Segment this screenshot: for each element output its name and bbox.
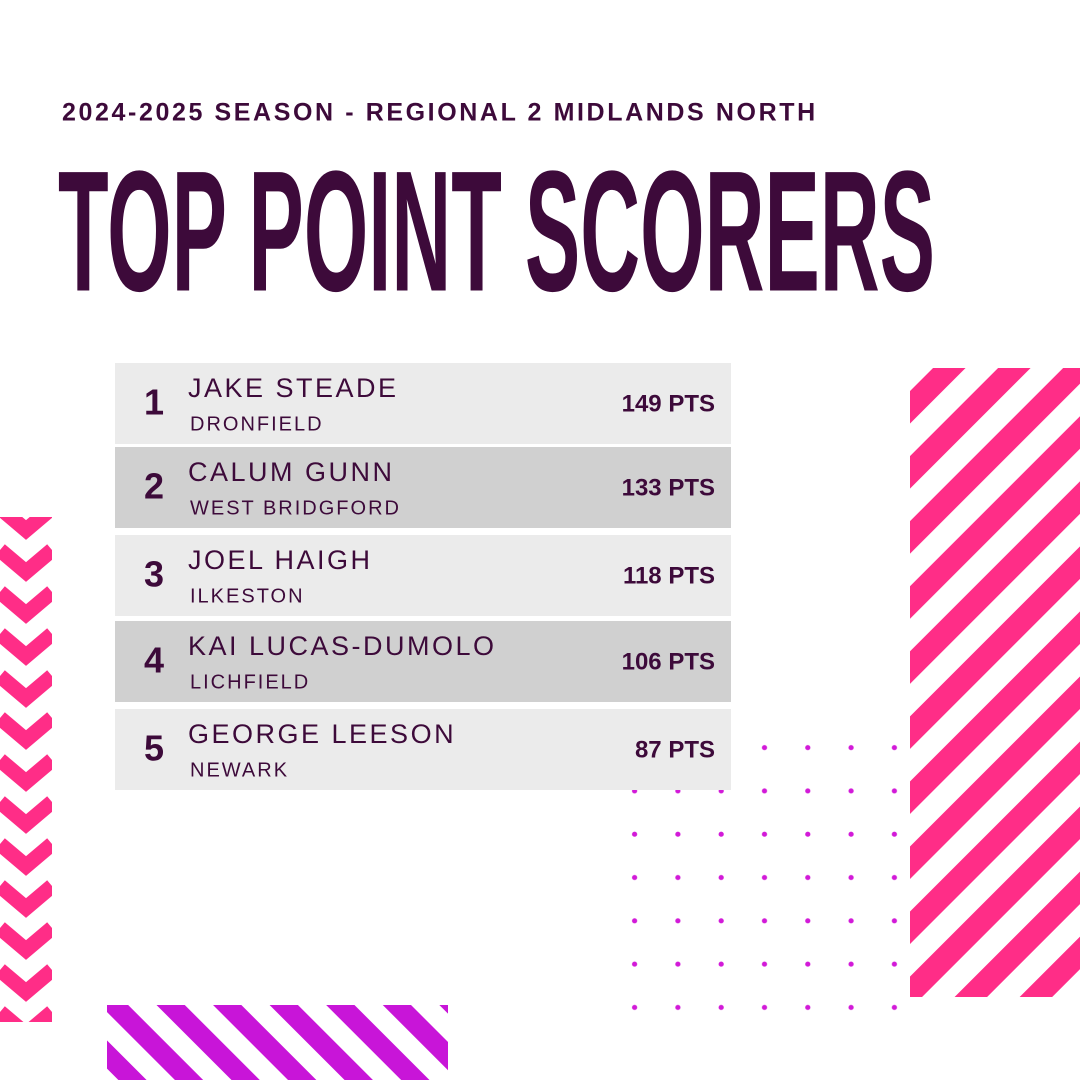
player-name: KAI LUCAS-DUMOLO <box>188 631 497 661</box>
rank: 3 <box>144 554 164 595</box>
club-name: ILKESTON <box>190 585 305 607</box>
row-background <box>115 709 731 790</box>
rank: 2 <box>144 466 164 507</box>
points: 133 PTS <box>622 474 715 501</box>
player-name: JOEL HAIGH <box>188 545 373 575</box>
subtitle: 2024-2025 SEASON - REGIONAL 2 MIDLANDS N… <box>62 99 818 127</box>
row-background <box>115 363 731 444</box>
points: 149 PTS <box>622 390 715 417</box>
rank: 1 <box>144 382 164 423</box>
points: 106 PTS <box>622 648 715 675</box>
points: 87 PTS <box>635 736 715 763</box>
leaderboard: 1 JAKE STEADE DRONFIELD 149 PTS 2 CALUM GUNN W… <box>115 363 731 790</box>
stripe-decoration <box>107 1005 448 1080</box>
player-name: CALUM GUNN <box>188 457 395 487</box>
rank: 5 <box>144 728 164 769</box>
row-background <box>115 535 731 616</box>
points: 118 PTS <box>623 562 715 589</box>
player-name: GEORGE LEESON <box>188 719 456 749</box>
row-background <box>115 621 731 702</box>
rank: 4 <box>144 640 164 681</box>
club-name: DRONFIELD <box>190 413 324 435</box>
club-name: WEST BRIDGFORD <box>190 497 401 519</box>
club-name: NEWARK <box>190 759 289 781</box>
stripe-decoration <box>910 368 1080 997</box>
chevron-decoration <box>0 517 52 1022</box>
title: TOP POINT SCORERS <box>58 135 935 327</box>
club-name: LICHFIELD <box>190 671 310 693</box>
player-name: JAKE STEADE <box>188 373 399 403</box>
row-background <box>115 447 731 528</box>
